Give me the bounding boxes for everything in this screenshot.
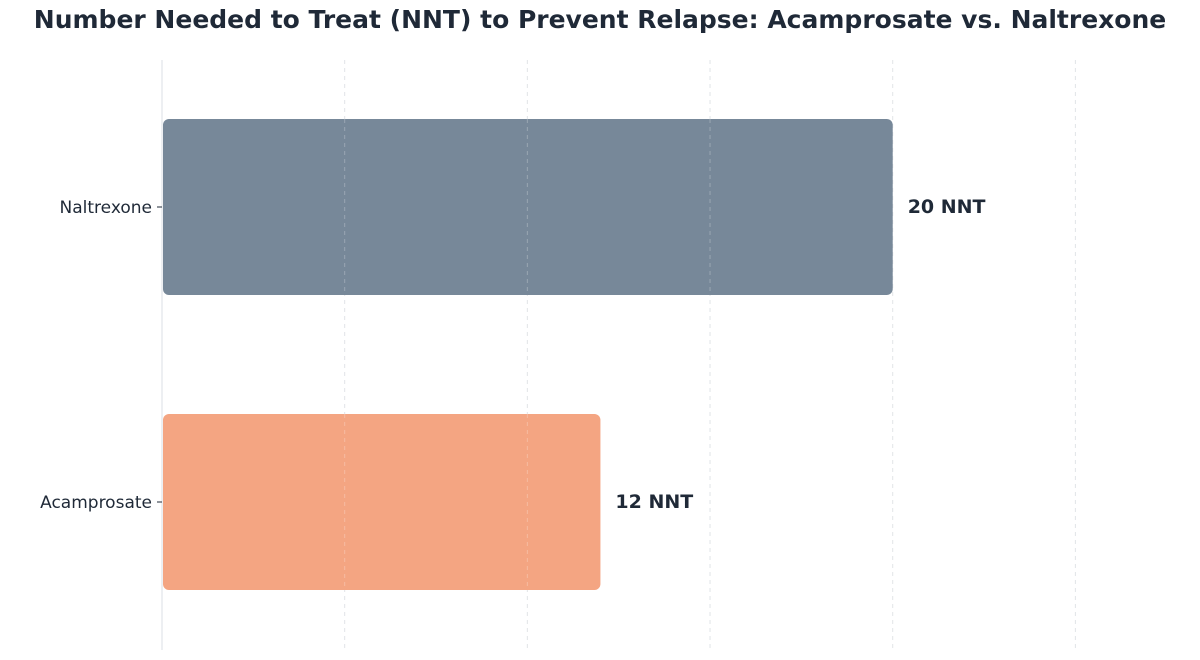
bar-naltrexone [163, 119, 893, 295]
category-label: Acamprosate [40, 493, 152, 513]
bar-acamprosate [163, 414, 601, 590]
value-label: 20 NNT [908, 196, 986, 218]
category-label: Naltrexone [60, 198, 152, 218]
chart-title: Number Needed to Treat (NNT) to Prevent … [33, 5, 1167, 34]
value-label: 12 NNT [615, 491, 693, 513]
